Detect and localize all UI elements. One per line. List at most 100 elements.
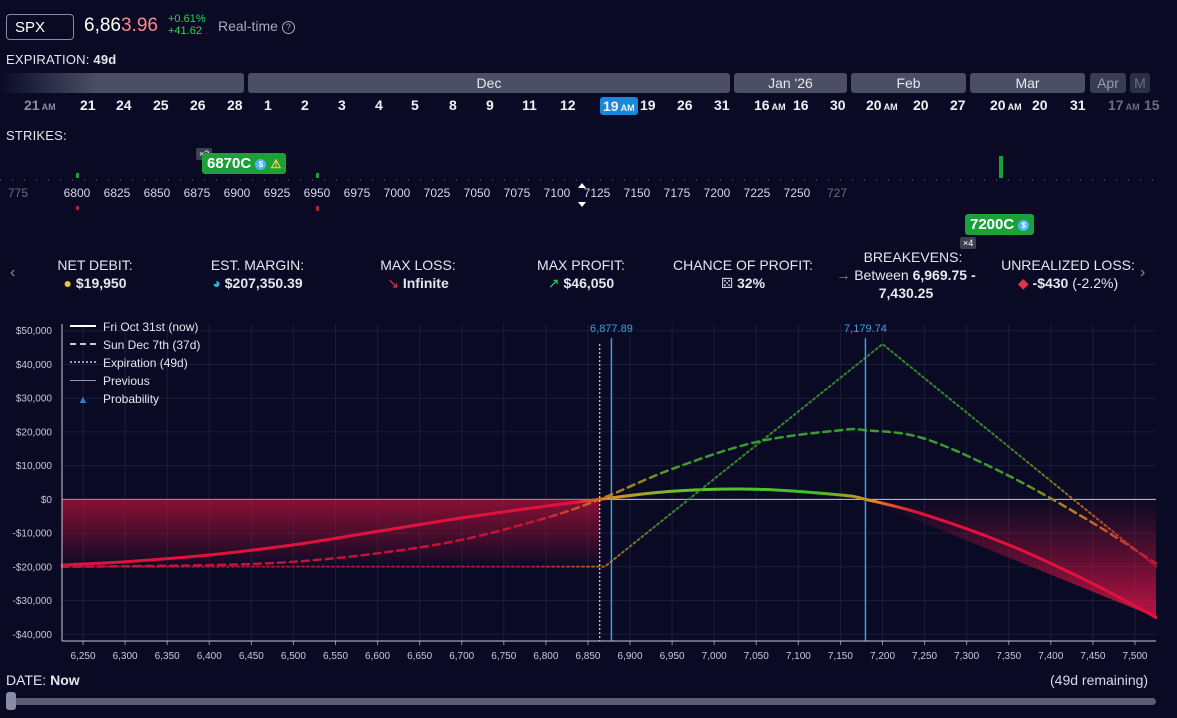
strike-tick-label[interactable]: 7200: [704, 186, 731, 200]
expiration-day[interactable]: 20: [913, 97, 929, 113]
expiration-day-number: 30: [830, 97, 846, 113]
y-tick-label: $0: [41, 495, 53, 506]
bag-icon: ◆: [1017, 275, 1029, 291]
strike-tick-label[interactable]: 7075: [504, 186, 531, 200]
month-dec[interactable]: Dec: [248, 73, 730, 93]
strike-tick-label[interactable]: 7025: [424, 186, 451, 200]
strike-tick-label[interactable]: 6950: [304, 186, 331, 200]
expiration-day[interactable]: 1: [264, 97, 272, 113]
strike-tick-label[interactable]: 7000: [384, 186, 411, 200]
series-expiration: [61, 342, 1157, 568]
strike-tick-label[interactable]: 6825: [104, 186, 131, 200]
legend-item-now[interactable]: Fri Oct 31st (now): [70, 318, 200, 336]
month-apr[interactable]: Apr: [1090, 73, 1126, 93]
x-tick-label: 7,250: [912, 651, 937, 662]
strike-tick-label[interactable]: 7225: [744, 186, 771, 200]
leg-6870c-badge[interactable]: 6870C $ ⚠: [202, 153, 287, 174]
strike-tick-label[interactable]: 727: [827, 186, 847, 200]
strike-tick-label[interactable]: 7250: [784, 186, 811, 200]
legend-item-previous[interactable]: Previous: [70, 372, 200, 390]
expiration-day[interactable]: 26: [190, 97, 206, 113]
x-tick-label: 6,400: [197, 651, 222, 662]
am-marker: AM: [1125, 102, 1140, 112]
strike-tick-label[interactable]: 6975: [344, 186, 371, 200]
expiration-day-number: 16: [754, 97, 770, 113]
expiration-day[interactable]: 16: [793, 97, 809, 113]
x-tick-label: 6,600: [365, 651, 390, 662]
legend-item-expiration[interactable]: Expiration (49d): [70, 354, 200, 372]
y-tick-label: -$20,000: [13, 562, 53, 573]
expiration-day-number: 20: [913, 97, 929, 113]
expiration-day[interactable]: 24: [116, 97, 132, 113]
expiration-day[interactable]: 31: [1070, 97, 1086, 113]
expiration-day-number: 9: [486, 97, 494, 113]
expiration-day[interactable]: 3: [338, 97, 346, 113]
strike-tick-label[interactable]: 7175: [664, 186, 691, 200]
expiration-day[interactable]: 4: [375, 97, 383, 113]
x-tick-label: 7,000: [702, 651, 727, 662]
x-tick-label: 7,150: [828, 651, 853, 662]
strike-tick-label[interactable]: 6800: [64, 186, 91, 200]
expiration-day[interactable]: 19 AM: [600, 97, 638, 115]
expiration-day-number: 12: [560, 97, 576, 113]
expiration-day[interactable]: 21: [80, 97, 96, 113]
date-slider-handle[interactable]: [6, 692, 16, 710]
month-mar[interactable]: Mar: [970, 73, 1085, 93]
y-tick-label: $50,000: [16, 326, 53, 337]
expiration-day[interactable]: 26: [677, 97, 693, 113]
chevron-left-icon[interactable]: ‹: [10, 264, 16, 281]
expiration-day-number: 11: [522, 97, 537, 113]
expiration-day[interactable]: 30: [830, 97, 846, 113]
strike-tick-label[interactable]: 775: [8, 186, 28, 200]
leg-7200c-badge[interactable]: 7200C $: [965, 214, 1035, 235]
expiration-day[interactable]: 20: [1032, 97, 1048, 113]
month-jan[interactable]: Jan '26: [734, 73, 847, 93]
expiration-day[interactable]: 9: [486, 97, 494, 113]
realtime-indicator[interactable]: Real-time?: [218, 18, 295, 34]
expiration-day[interactable]: 5: [411, 97, 419, 113]
date-slider-track[interactable]: [6, 698, 1156, 705]
x-tick-label: 6,950: [660, 651, 685, 662]
chevron-right-icon[interactable]: ›: [1140, 264, 1146, 281]
month-feb[interactable]: Feb: [851, 73, 966, 93]
expiration-day[interactable]: 27: [950, 97, 966, 113]
expiration-day[interactable]: 21 AM: [24, 97, 56, 113]
strike-tick-label[interactable]: 7125: [584, 186, 611, 200]
x-tick-label: 7,050: [744, 651, 769, 662]
expiration-day[interactable]: 15: [1144, 97, 1160, 113]
pnl-chart[interactable]: 6,877.89 7,179.74 6,250 6,300 6,350 6,400 6,4…: [0, 312, 1177, 668]
expiration-day[interactable]: 8: [449, 97, 457, 113]
ticker-input[interactable]: SPX: [6, 14, 74, 40]
month-may[interactable]: M: [1130, 73, 1150, 93]
expiration-day[interactable]: 11: [522, 97, 537, 113]
x-tick-label: 6,450: [239, 651, 264, 662]
strike-ruler[interactable]: 775 6800 6825 6850 6875 6900 6925 6950 6975 7000 7…: [0, 140, 1177, 240]
help-icon[interactable]: ?: [281, 21, 295, 34]
expiration-day[interactable]: 19: [640, 97, 656, 113]
expiration-day[interactable]: 17 AM: [1108, 97, 1140, 113]
max-loss: MAX LOSS: ↘ Infinite: [380, 257, 456, 291]
expiration-day-number: 8: [449, 97, 457, 113]
month-nov[interactable]: [0, 73, 244, 93]
legend-item-dec7[interactable]: Sun Dec 7th (37d): [70, 336, 200, 354]
x-tick-label: 7,500: [1122, 651, 1147, 662]
strike-tick-label[interactable]: 6850: [144, 186, 171, 200]
expiration-day[interactable]: 25: [153, 97, 169, 113]
expiration-day[interactable]: 12: [560, 97, 576, 113]
expiration-day[interactable]: 16 AM: [754, 97, 786, 113]
expiration-day[interactable]: 20 AM: [866, 97, 898, 113]
expiration-day[interactable]: 31: [714, 97, 730, 113]
expiration-day[interactable]: 28: [227, 97, 243, 113]
expiration-day-number: 26: [190, 97, 206, 113]
strike-tick-label[interactable]: 7100: [544, 186, 571, 200]
expiration-day-number: 31: [714, 97, 730, 113]
expiration-day[interactable]: 20 AM: [990, 97, 1022, 113]
expiration-day[interactable]: 2: [301, 97, 309, 113]
strike-tick-label[interactable]: 7150: [624, 186, 651, 200]
legend-item-probability[interactable]: ▲ Probability: [70, 390, 200, 409]
strike-tick-label[interactable]: 6925: [264, 186, 291, 200]
leg2-multiplier: ×4: [960, 233, 977, 251]
strike-tick-label[interactable]: 6875: [184, 186, 211, 200]
strike-tick-label[interactable]: 6900: [224, 186, 251, 200]
strike-tick-label[interactable]: 7050: [464, 186, 491, 200]
